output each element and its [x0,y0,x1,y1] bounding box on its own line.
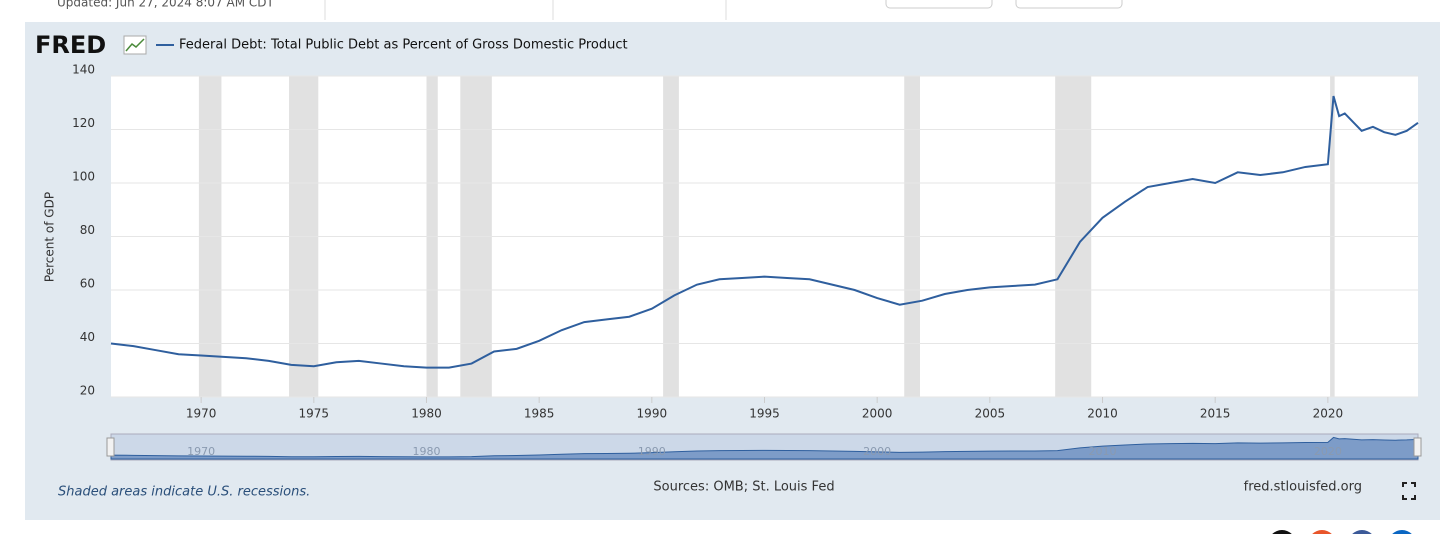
legend-label: Federal Debt: Total Public Debt as Perce… [179,38,628,53]
logo-icon [125,38,145,52]
recession-note: Shaded areas indicate U.S. recessions. [58,485,310,500]
button[interactable] [885,0,993,9]
x-tick-label: 2005 [975,407,1006,421]
y-tick-label: 60 [80,277,95,291]
navigator-label: 1970 [187,445,215,458]
share-icon[interactable] [1388,530,1416,538]
x-tick-label: 1970 [186,407,217,421]
updated: Updated: Jun 27, 2024 8:07 AM CDT [57,0,275,10]
y-tick-label: 20 [80,384,95,398]
navigator-area [110,436,1419,460]
line [110,95,1419,369]
x-tick-label: 2000 [862,407,893,421]
y-tick-label: 40 [80,330,95,344]
navigator-label: 1980 [412,445,440,458]
navigator-label: 2020 [1314,445,1342,458]
navigator-label: 1990 [638,445,666,458]
x-tick-label: 2010 [1087,407,1118,421]
navigator-plot: 1970 1980 1990 2000 2010 2020 [110,436,1419,460]
logo-icon [123,35,147,55]
x-tick-label: 2015 [1200,407,1231,421]
navigator-label: 2010 [1089,445,1117,458]
source: Sources: OMB; St. Louis Fed [653,480,834,495]
nav-handle[interactable] [106,437,115,457]
y-tick-label: 80 [80,223,95,237]
y-tick-label: 140 [72,63,95,77]
fullscreen-button[interactable] [1402,482,1416,500]
x-tick-label: 1990 [637,407,668,421]
navigator-label: 2000 [863,445,891,458]
share-icon[interactable] [1308,530,1336,538]
y-tick-label: 120 [72,116,95,130]
share-icon[interactable] [1268,530,1296,538]
x-tick-label: 2020 [1313,407,1344,421]
logo: FRED [35,31,106,59]
nav-handle[interactable] [1413,437,1422,457]
x-tick-label: 1975 [299,407,330,421]
x-tick-label: 1995 [749,407,780,421]
site: fred.stlouisfed.org [1244,480,1362,495]
x-tick-label: 1985 [524,407,555,421]
y-tick-label: 100 [72,170,95,184]
y-axis-label: Percent of GDP [43,192,57,282]
x-tick-label: 1980 [411,407,442,421]
share-icon[interactable] [1348,530,1376,538]
plot: 20 40 60 80 100 120 140 1970 1975 1980 1985 1990 199… [72,63,1419,421]
button[interactable] [1015,0,1123,9]
